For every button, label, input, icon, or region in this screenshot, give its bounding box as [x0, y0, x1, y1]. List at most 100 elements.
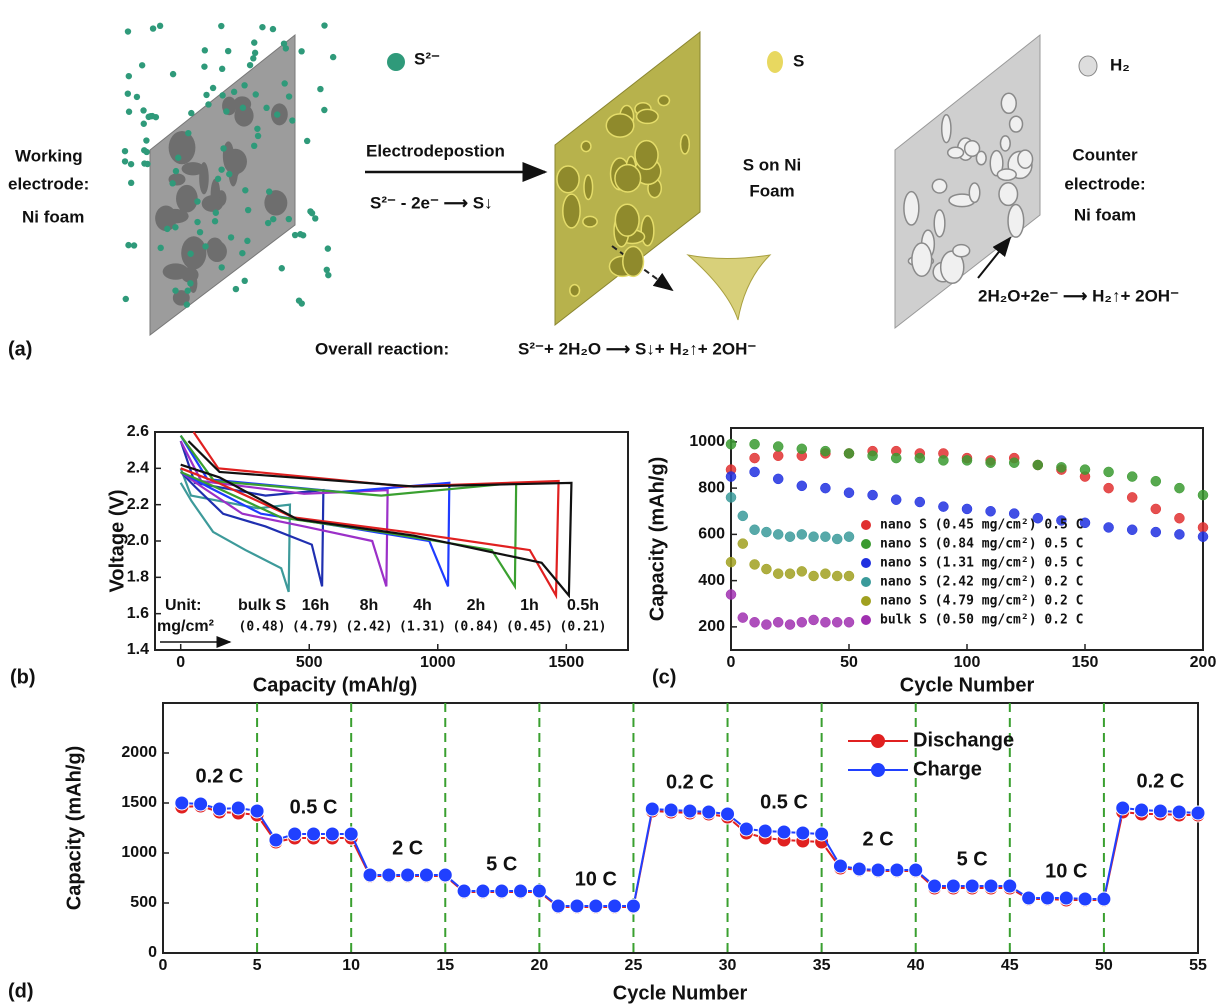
- ion-dot: [211, 218, 219, 225]
- foam-plates: [149, 30, 1041, 337]
- data-point: [784, 619, 796, 630]
- ion-dot: [312, 215, 319, 222]
- data-point: [796, 529, 808, 540]
- data-point: [400, 867, 416, 883]
- ion-dot: [140, 107, 147, 114]
- data-point: [938, 501, 949, 512]
- foam-pore: [614, 203, 640, 237]
- data-point: [1032, 459, 1044, 471]
- ion-dot: [125, 72, 133, 80]
- data-point: [914, 496, 926, 508]
- ion-dot: [218, 166, 225, 173]
- legend-label: bulk S (0.50 mg/cm²) 0.2 C: [880, 613, 1084, 628]
- ion-dot: [303, 137, 311, 145]
- data-point: [268, 832, 284, 848]
- legend-label: Dischange: [913, 729, 1014, 751]
- y-axis-title: Capacity (mAh/g): [646, 457, 668, 621]
- data-point: [772, 450, 784, 461]
- foam-pore: [181, 162, 205, 176]
- x-tick-label: 500: [296, 654, 323, 671]
- data-point: [749, 617, 760, 628]
- foam-pore: [968, 182, 981, 204]
- data-point: [796, 480, 808, 492]
- data-point: [1152, 803, 1168, 819]
- sample-label: 2h: [467, 597, 486, 614]
- data-point: [362, 867, 378, 883]
- ion-dot: [172, 167, 180, 175]
- data-point: [607, 898, 623, 914]
- data-point: [437, 867, 453, 883]
- data-point: [1056, 515, 1067, 526]
- y-tick-label: 2000: [121, 744, 157, 761]
- data-point: [588, 898, 604, 914]
- ion-dot: [278, 265, 285, 272]
- series-line: [180, 431, 560, 600]
- ion-dot: [194, 198, 201, 205]
- legend-marker: [871, 734, 885, 748]
- zoom-arrow: [611, 245, 674, 292]
- legend-label: nano S (0.45 mg/cm²) 0.5 C: [880, 518, 1084, 533]
- data-point: [784, 531, 796, 542]
- foam-pore: [911, 242, 933, 277]
- ion-dot: [183, 301, 191, 308]
- ion-dot: [246, 61, 254, 69]
- ion-dot: [121, 147, 129, 155]
- data-point: [737, 612, 749, 623]
- data-point: [663, 802, 679, 818]
- data-point: [843, 570, 855, 582]
- h2-legend-marker: [1078, 55, 1098, 77]
- data-point: [193, 796, 209, 812]
- ion-dot: [201, 47, 209, 54]
- ion-dot: [285, 215, 293, 223]
- data-point: [808, 570, 819, 582]
- x-tick-label: 25: [625, 957, 643, 974]
- ion-dot: [205, 101, 212, 108]
- data-point: [230, 800, 246, 816]
- ion-dot: [214, 175, 222, 183]
- ion-dot: [209, 84, 217, 92]
- data-point: [1096, 891, 1112, 907]
- data-point: [757, 823, 773, 839]
- y-tick-label: 1500: [121, 794, 157, 811]
- legend-label: S²⁻: [414, 49, 440, 68]
- data-point: [1002, 878, 1018, 894]
- data-point: [808, 531, 819, 542]
- legend-label: nano S (0.84 mg/cm²) 0.5 C: [880, 537, 1084, 552]
- ion-dot: [140, 120, 147, 127]
- data-point: [890, 452, 902, 464]
- ion-dot: [127, 160, 135, 168]
- data-point: [418, 867, 434, 883]
- data-point: [737, 510, 749, 522]
- plot-frame: [162, 702, 1199, 954]
- data-point: [1150, 475, 1162, 487]
- foam-pore: [622, 245, 645, 278]
- data-point: [831, 533, 843, 545]
- data-point: [1103, 482, 1114, 494]
- data-point: [938, 455, 949, 466]
- legend-marker: [861, 615, 871, 625]
- data-point: [1021, 890, 1037, 906]
- x-tick-label: 50: [1095, 957, 1113, 974]
- data-point: [1008, 508, 1020, 519]
- ion-dot: [141, 147, 148, 154]
- legend-label: H₂: [1110, 55, 1130, 74]
- legend-marker: [861, 558, 871, 568]
- rate-label: 0.2 C: [666, 771, 714, 793]
- data-point: [772, 568, 784, 579]
- ion-dot: [212, 209, 220, 216]
- data-point: [831, 617, 843, 628]
- data-point: [1103, 522, 1114, 533]
- equation: S²⁻ - 2e⁻ ⟶ S↓: [370, 193, 493, 212]
- ion-dot: [122, 295, 129, 303]
- data-point: [772, 441, 784, 452]
- ion-dot: [239, 104, 247, 111]
- ion-dot: [270, 215, 277, 223]
- data-point: [381, 867, 397, 883]
- label: Working: [15, 146, 83, 165]
- ion-dot: [121, 158, 129, 165]
- data-point: [1126, 524, 1138, 535]
- ion-dot: [297, 231, 304, 238]
- ion-dot: [244, 206, 252, 214]
- y-tick-label: 2.2: [127, 496, 149, 513]
- ion-dot: [218, 65, 226, 73]
